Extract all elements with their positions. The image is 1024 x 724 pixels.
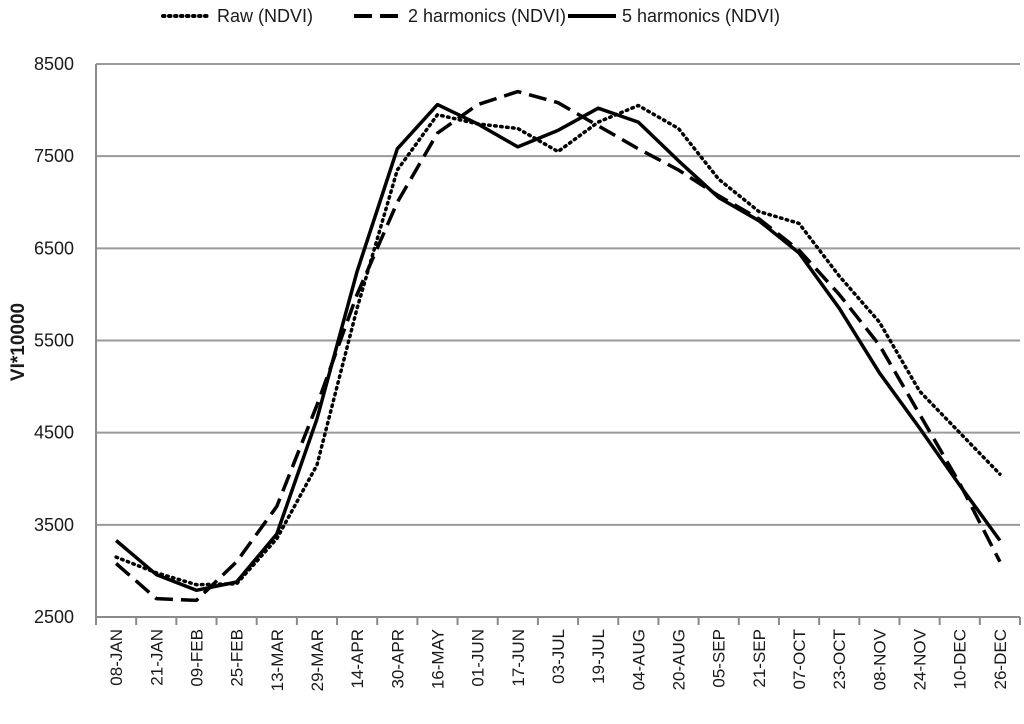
x-tick-label: 07-OCT (790, 629, 809, 689)
y-tick-label: 3500 (34, 515, 74, 535)
x-tick-label: 08-JAN (107, 629, 126, 686)
x-tick-label: 13-MAR (268, 629, 287, 691)
x-tick-label: 29-MAR (308, 629, 327, 691)
y-tick-label: 7500 (34, 146, 74, 166)
gridlines (96, 63, 1020, 618)
y-tick-label: 5500 (34, 331, 74, 351)
legend-item: 5 harmonics (NDVI) (568, 6, 780, 26)
x-tick-label: 20-AUG (670, 629, 689, 690)
x-tick-label: 26-DEC (991, 629, 1010, 689)
y-axis-title: VI*10000 (8, 303, 29, 381)
x-tick-label: 01-JUN (469, 629, 488, 687)
x-tick-label: 21-SEP (750, 629, 769, 688)
axes (95, 64, 1021, 625)
series-line-dotted (114, 103, 1002, 587)
x-tick-label: 23-OCT (830, 629, 849, 689)
x-tick-label: 25-FEB (228, 629, 247, 687)
x-tick-label: 21-JAN (147, 629, 166, 686)
y-tick-label: 4500 (34, 423, 74, 443)
x-tick-label: 09-FEB (187, 629, 206, 687)
y-tick-label: 6500 (34, 238, 74, 258)
x-tick-label: 17-JUN (509, 629, 528, 687)
series-lines (114, 89, 1002, 603)
x-tick-label: 30-APR (388, 629, 407, 689)
legend-label: 2 harmonics (NDVI) (408, 6, 566, 26)
legend: Raw (NDVI) 2 harmonics (NDVI) 5 harmonics … (161, 6, 780, 26)
legend-item: Raw (NDVI) (161, 6, 313, 26)
y-tick-label: 8500 (34, 54, 74, 74)
x-tick-label: 16-MAY (428, 629, 447, 689)
x-tick-label: 19-JUL (589, 629, 608, 684)
x-tick-label: 24-NOV (911, 628, 930, 690)
x-tick-label: 03-JUL (549, 629, 568, 684)
x-tick-label: 14-APR (348, 629, 367, 689)
y-tick-labels: 2500 3500 4500 5500 6500 7500 8500 (34, 54, 74, 627)
legend-label: 5 harmonics (NDVI) (622, 6, 780, 26)
x-tick-label: 05-SEP (710, 629, 729, 688)
x-tick-labels: 08-JAN 21-JAN 09-FEB 25-FEB 13-MAR 29-MAR 14-A… (107, 628, 1010, 691)
x-tick-label: 08-NOV (870, 628, 889, 690)
x-tick-label: 10-DEC (951, 629, 970, 689)
series-line-solid (114, 102, 1002, 593)
y-tick-label: 2500 (34, 607, 74, 627)
series-line-dashed (114, 89, 1002, 603)
legend-label: Raw (NDVI) (217, 6, 313, 26)
legend-item: 2 harmonics (NDVI) (354, 6, 566, 26)
x-tick-label: 04-AUG (629, 629, 648, 690)
